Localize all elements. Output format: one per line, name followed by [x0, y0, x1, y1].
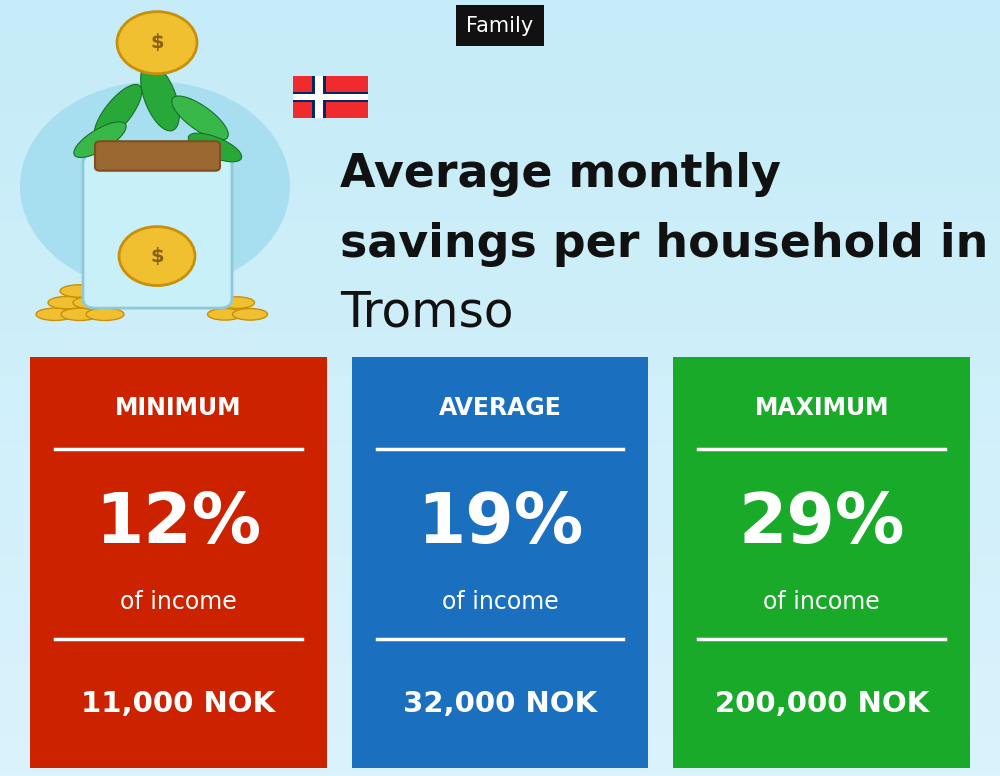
Text: 12%: 12% — [95, 490, 261, 557]
Text: Tromso: Tromso — [340, 289, 514, 337]
Ellipse shape — [74, 122, 126, 158]
FancyBboxPatch shape — [293, 76, 368, 119]
FancyBboxPatch shape — [312, 76, 326, 119]
Text: $: $ — [150, 247, 164, 265]
FancyBboxPatch shape — [30, 357, 327, 768]
Text: of income: of income — [763, 590, 880, 614]
Text: 200,000 NOK: 200,000 NOK — [715, 691, 929, 719]
Text: AVERAGE: AVERAGE — [439, 397, 561, 421]
Ellipse shape — [61, 308, 99, 320]
FancyBboxPatch shape — [293, 92, 368, 102]
Ellipse shape — [48, 296, 86, 309]
Text: of income: of income — [442, 590, 558, 614]
Text: 29%: 29% — [738, 490, 905, 557]
Text: of income: of income — [120, 590, 237, 614]
Text: savings per household in: savings per household in — [340, 222, 988, 267]
Ellipse shape — [86, 308, 124, 320]
Ellipse shape — [141, 63, 179, 131]
Ellipse shape — [208, 309, 242, 320]
FancyBboxPatch shape — [83, 154, 232, 308]
Text: Average monthly: Average monthly — [340, 152, 781, 197]
Ellipse shape — [36, 308, 74, 320]
Circle shape — [117, 12, 197, 74]
Ellipse shape — [73, 296, 111, 309]
Text: 32,000 NOK: 32,000 NOK — [403, 691, 597, 719]
Ellipse shape — [94, 85, 142, 140]
Text: MINIMUM: MINIMUM — [115, 397, 242, 421]
FancyBboxPatch shape — [95, 141, 220, 171]
Ellipse shape — [172, 96, 228, 140]
Text: $: $ — [150, 33, 164, 52]
Ellipse shape — [60, 285, 98, 297]
Ellipse shape — [188, 133, 242, 161]
Text: 19%: 19% — [417, 490, 583, 557]
Text: Family: Family — [466, 16, 534, 36]
Text: 11,000 NOK: 11,000 NOK — [81, 691, 275, 719]
FancyBboxPatch shape — [293, 95, 368, 99]
Circle shape — [20, 81, 290, 291]
FancyBboxPatch shape — [315, 76, 323, 119]
FancyBboxPatch shape — [352, 357, 648, 768]
FancyBboxPatch shape — [673, 357, 970, 768]
Ellipse shape — [220, 296, 254, 308]
Circle shape — [119, 227, 195, 286]
Ellipse shape — [232, 309, 268, 320]
Text: MAXIMUM: MAXIMUM — [754, 397, 889, 421]
